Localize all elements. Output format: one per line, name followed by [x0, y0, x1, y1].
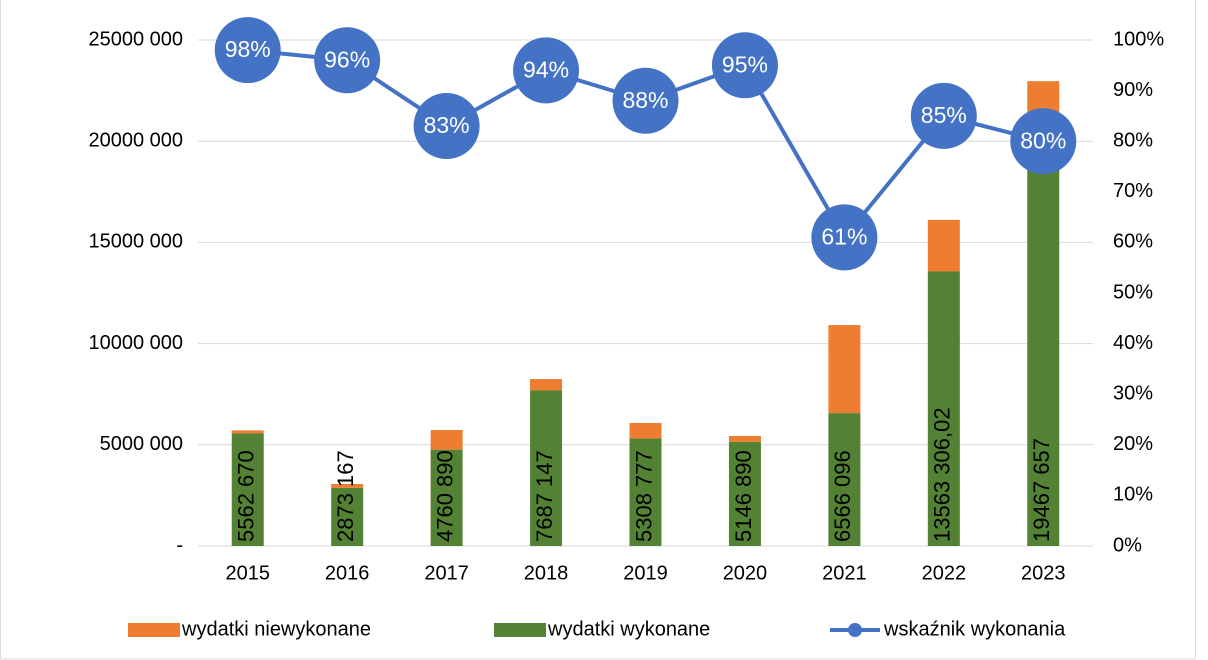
bar [530, 390, 563, 546]
y2-tick-label: 50% [1113, 281, 1153, 303]
bar [828, 325, 861, 414]
bar [1027, 151, 1060, 547]
bar [430, 430, 463, 450]
y-tick-label: - [176, 534, 183, 556]
legend-label: wydatki niewykonane [181, 618, 371, 640]
bar-value-label: 2873 167 [333, 450, 358, 542]
x-tick-label: 2020 [723, 562, 768, 584]
y2-tick-label: 90% [1113, 79, 1153, 101]
bar-value-label: 6566 096 [830, 450, 855, 542]
bar [331, 484, 364, 488]
line-value-label: 85% [921, 102, 967, 128]
x-tick-label: 2016 [325, 562, 370, 584]
bar [530, 379, 563, 391]
y2-tick-label: 60% [1113, 231, 1153, 253]
line-value-label: 61% [821, 223, 867, 249]
line-value-label: 95% [722, 51, 768, 77]
y-tick-label: 5000 000 [100, 433, 183, 455]
line-marker [413, 93, 480, 160]
bar [331, 487, 364, 546]
legend-label: wskaźnik wykonania [883, 618, 1066, 640]
bar [629, 422, 662, 439]
line-value-label: 88% [622, 87, 668, 113]
x-tick-label: 2017 [424, 562, 469, 584]
bar-value-label: 7687 147 [532, 450, 557, 542]
bar [629, 438, 662, 546]
bar-value-label: 19467 657 [1029, 438, 1054, 542]
line-value-label: 83% [424, 112, 470, 138]
bar [231, 430, 264, 434]
y-tick-label: 15000 000 [88, 231, 183, 253]
bar-value-label: 5146 890 [731, 450, 756, 542]
line-value-label: 94% [523, 56, 569, 82]
legend-swatch-marker [848, 623, 862, 637]
bar [927, 219, 960, 272]
line-value-label: 80% [1020, 127, 1066, 153]
y2-tick-label: 10% [1113, 484, 1153, 506]
y2-tick-label: 100% [1113, 28, 1164, 50]
bar [430, 449, 463, 546]
x-tick-label: 2021 [822, 562, 867, 584]
y2-tick-label: 30% [1113, 382, 1153, 404]
line-marker [910, 82, 977, 149]
legend-swatch [128, 623, 180, 637]
y2-tick-label: 80% [1113, 129, 1153, 151]
bar [828, 413, 861, 546]
x-tick-label: 2015 [225, 562, 270, 584]
bar-value-label: 5562 670 [234, 450, 259, 542]
x-tick-label: 2023 [1021, 562, 1066, 584]
bar-value-label: 13563 306,02 [930, 407, 955, 542]
line-marker [811, 204, 878, 271]
legend-swatch [494, 623, 546, 637]
y2-tick-label: 20% [1113, 433, 1153, 455]
bar [231, 433, 264, 546]
y-tick-label: 10000 000 [88, 332, 183, 354]
x-tick-label: 2022 [922, 562, 967, 584]
y2-tick-label: 40% [1113, 332, 1153, 354]
y-tick-label: 25000 000 [88, 28, 183, 50]
line-marker [214, 17, 281, 84]
line-value-label: 96% [324, 46, 370, 72]
line-marker [513, 37, 580, 104]
y2-tick-label: 0% [1113, 534, 1142, 556]
x-tick-label: 2018 [524, 562, 569, 584]
line-value-label: 98% [225, 36, 271, 62]
y-tick-label: 20000 000 [88, 129, 183, 151]
bar-value-label: 4760 890 [432, 450, 457, 542]
legend-label: wydatki wykonane [547, 618, 710, 640]
line-marker [1010, 108, 1077, 175]
bar [728, 435, 761, 442]
line-marker [314, 27, 381, 94]
line-marker [612, 67, 679, 134]
bar [927, 271, 960, 546]
bar [728, 441, 761, 546]
line-marker [711, 32, 778, 99]
bar-value-label: 5308 777 [631, 450, 656, 542]
y2-tick-label: 70% [1113, 180, 1153, 202]
x-tick-label: 2019 [623, 562, 668, 584]
